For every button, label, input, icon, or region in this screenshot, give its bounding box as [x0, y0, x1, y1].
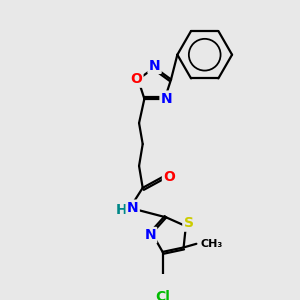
- Text: N: N: [149, 58, 161, 73]
- Text: O: O: [130, 72, 142, 86]
- Text: S: S: [184, 216, 194, 230]
- Text: N: N: [127, 201, 139, 215]
- Text: O: O: [163, 170, 175, 184]
- Text: Cl: Cl: [155, 290, 170, 300]
- Text: N: N: [161, 92, 172, 106]
- Text: H: H: [116, 203, 127, 217]
- Text: CH₃: CH₃: [200, 239, 222, 249]
- Text: N: N: [144, 228, 156, 242]
